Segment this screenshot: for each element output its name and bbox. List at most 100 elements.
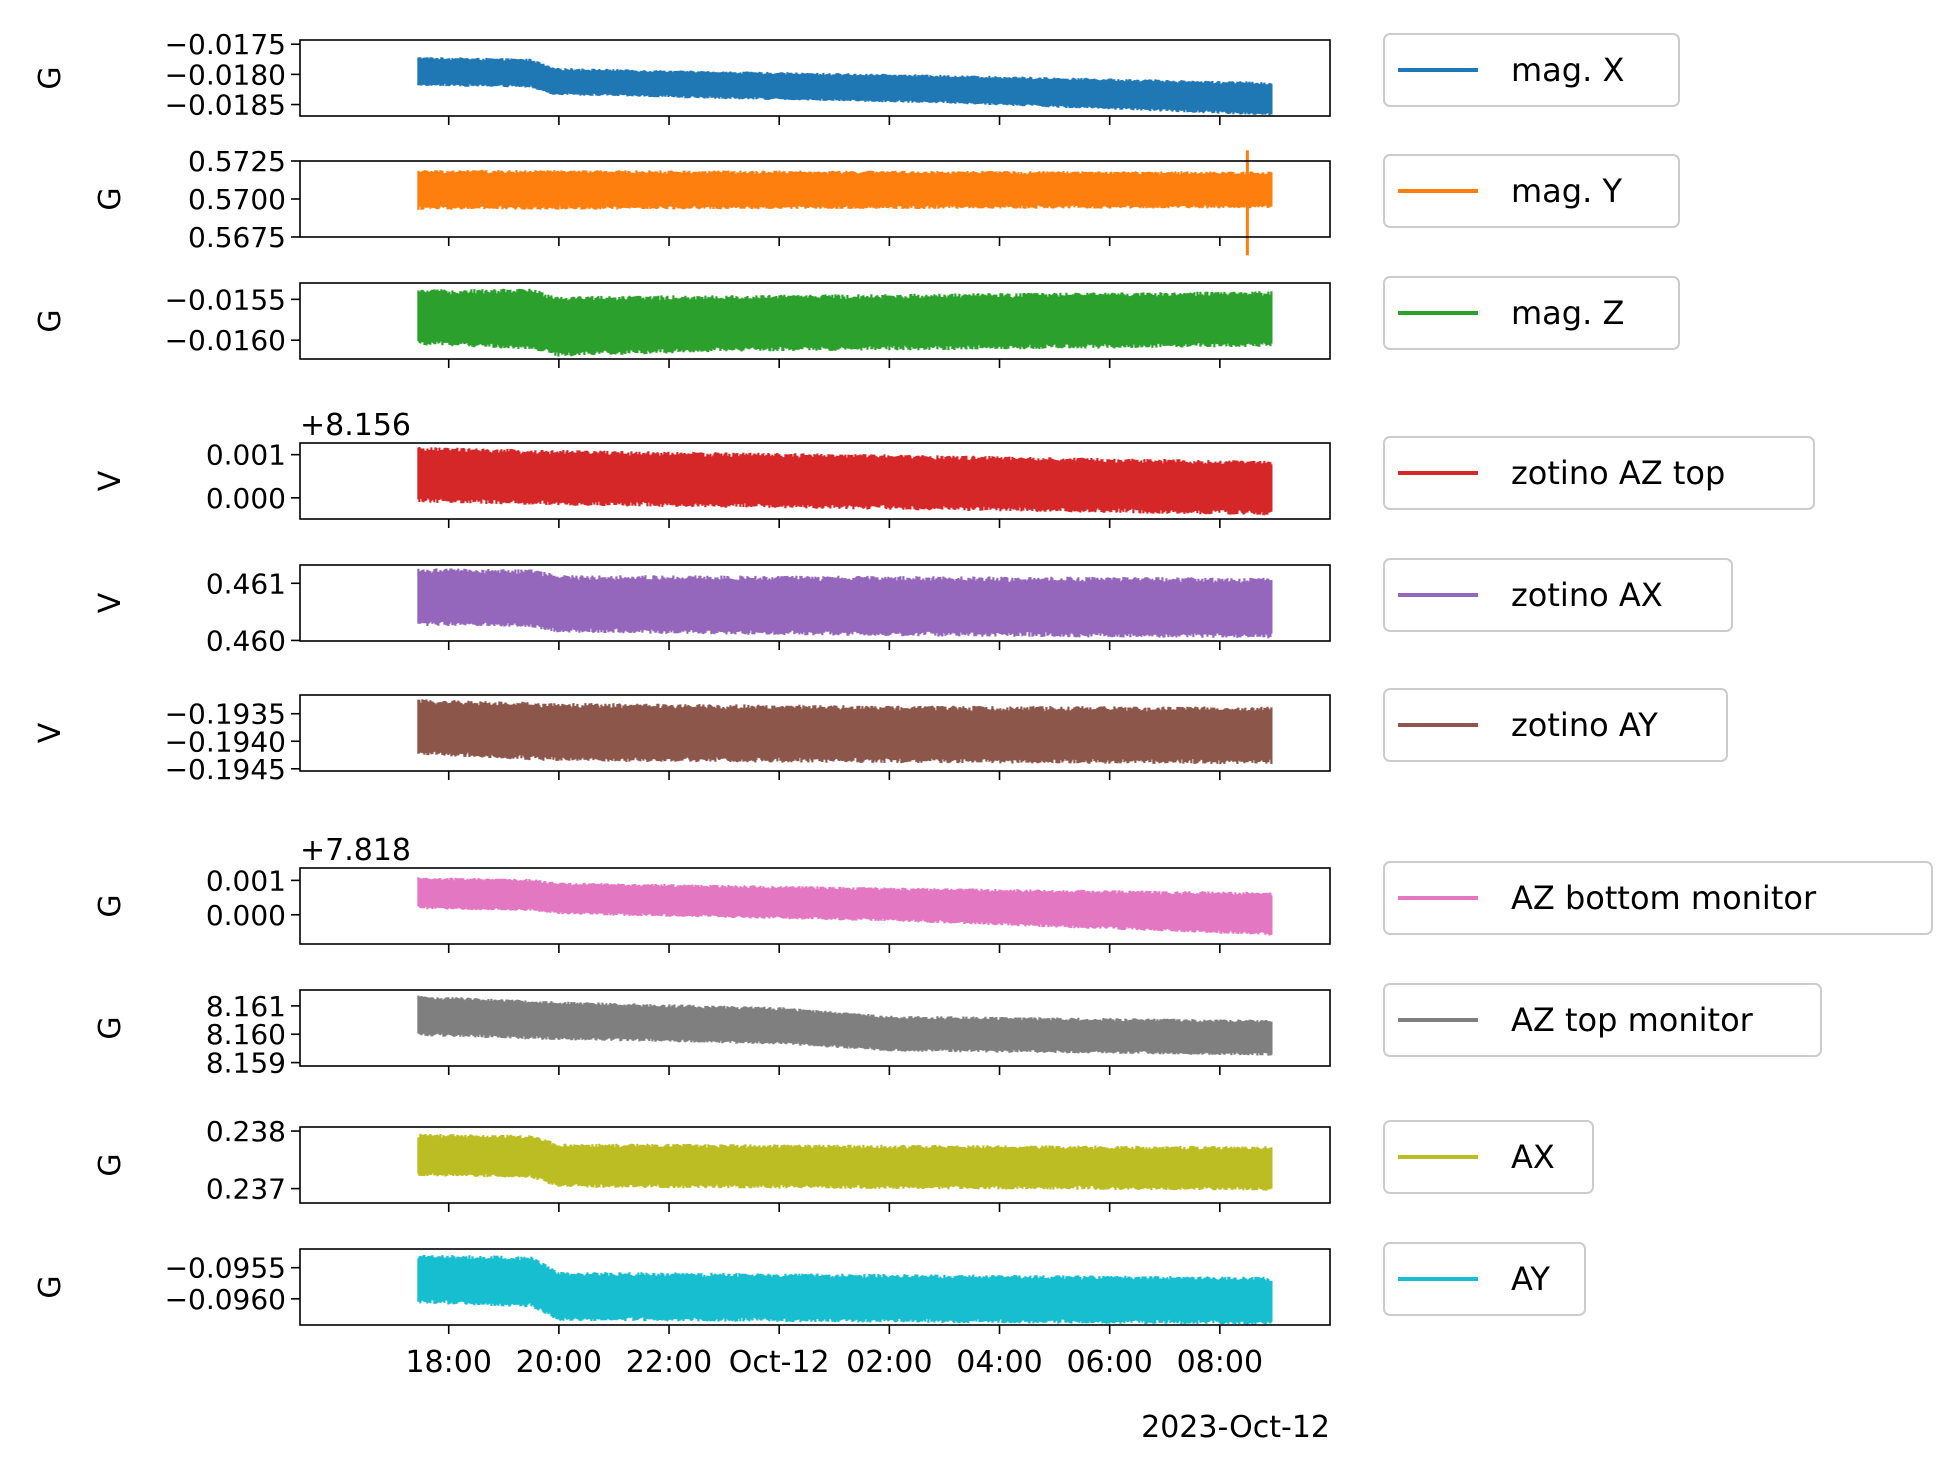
legend-9: AY: [1383, 1242, 1586, 1316]
y-tick-label: −0.0955: [165, 1252, 286, 1285]
y-tick-label: −0.1940: [165, 725, 286, 758]
y-axis-label: G: [33, 1275, 68, 1298]
panel-3: 0.001 0.000 V +8.156: [93, 408, 1331, 528]
legend-box: [1383, 1242, 1586, 1316]
series-line-3: [417, 447, 1273, 516]
series-line-4: [417, 568, 1273, 639]
y-offset-label: +7.818: [300, 833, 411, 868]
x-tick-label: Oct-12: [729, 1345, 830, 1380]
y-tick-label: −0.0960: [165, 1283, 286, 1316]
y-tick-label: −0.0185: [165, 89, 286, 122]
x-axis-date-offset: 2023-Oct-12: [1141, 1410, 1330, 1445]
legend-label: AZ top monitor: [1511, 1001, 1754, 1039]
y-tick-label: 0.5700: [188, 183, 286, 216]
y-axis-label: G: [93, 1016, 128, 1039]
panel-9: −0.0955−0.0960 G 18:00 20:00 22:00 Oct-12 02:0…: [33, 1248, 1331, 1380]
legend-box: [1383, 33, 1680, 107]
y-tick-label: 0.5675: [188, 221, 286, 254]
y-tick-label: 8.161: [206, 990, 286, 1023]
legend-label: zotino AZ top: [1511, 454, 1725, 492]
y-axis-label: V: [93, 470, 128, 491]
legend-label: mag. Y: [1511, 172, 1622, 210]
series-line-6: [417, 877, 1273, 936]
panel-1: 0.5725 0.5700 0.5675 G: [93, 145, 1331, 256]
y-tick-label: 0.237: [206, 1173, 286, 1206]
y-tick-label: 0.000: [206, 899, 286, 932]
axes-frame-4: [299, 564, 1331, 642]
y-tick-label: 0.001: [206, 439, 286, 472]
y-tick-label: −0.0175: [165, 28, 286, 61]
legend-1: mag. Y: [1383, 154, 1680, 228]
legend-0: mag. X: [1383, 33, 1680, 107]
series-line-9: [417, 1255, 1273, 1325]
y-offset-label: +8.156: [300, 408, 411, 443]
legend-4: zotino AX: [1383, 558, 1733, 632]
legend-label: zotino AX: [1511, 576, 1663, 614]
legend-box: [1383, 861, 1933, 935]
x-tick-label: 20:00: [516, 1345, 602, 1380]
y-tick-label: 0.238: [206, 1115, 286, 1148]
x-tick-label: 02:00: [846, 1345, 932, 1380]
legend-8: AX: [1383, 1120, 1594, 1194]
axes-frame-3: [299, 442, 1331, 520]
legend-box: [1383, 1120, 1594, 1194]
y-axis-label: G: [33, 309, 68, 332]
series-line-1: [417, 169, 1273, 210]
legend-label: zotino AY: [1511, 706, 1658, 744]
legend-box: [1383, 154, 1680, 228]
y-tick-label: −0.0155: [165, 283, 286, 316]
series-line-0: [417, 57, 1273, 116]
panel-2: −0.0155 −0.0160 G: [33, 282, 1331, 368]
series-line-2: [417, 288, 1273, 357]
legend-box: [1383, 983, 1822, 1057]
legend-6: AZ bottom monitor: [1383, 861, 1933, 935]
legend-box: [1383, 558, 1733, 632]
legend-2: mag. Z: [1383, 276, 1680, 350]
y-tick-label: −0.0160: [165, 324, 286, 357]
y-tick-label: 0.461: [206, 567, 286, 600]
axes-frame-6: [299, 867, 1331, 945]
y-tick-label: 0.000: [206, 482, 286, 515]
y-axis-label: V: [33, 722, 68, 743]
y-tick-label: −0.0180: [165, 58, 286, 91]
panel-8: 0.238 0.237 G: [93, 1115, 1331, 1212]
legend-label: AX: [1511, 1138, 1555, 1176]
legend-5: zotino AY: [1383, 688, 1728, 762]
legend-label: AZ bottom monitor: [1511, 879, 1817, 917]
axes-frame-0: [299, 39, 1331, 117]
y-tick-label: −0.1945: [165, 753, 286, 786]
y-tick-label: 0.5725: [188, 145, 286, 178]
axes-frame-5: [299, 694, 1331, 772]
y-tick-label: −0.1935: [165, 698, 286, 731]
legend-box: [1383, 436, 1815, 510]
y-tick-label: 0.001: [206, 864, 286, 897]
y-tick-label: 8.160: [206, 1018, 286, 1051]
x-tick-label: 22:00: [626, 1345, 712, 1380]
y-tick-label: 8.159: [206, 1047, 286, 1080]
legend-label: mag. Z: [1511, 294, 1624, 332]
legend-3: zotino AZ top: [1383, 436, 1815, 510]
series-line-8: [417, 1133, 1273, 1191]
x-tick-label: 04:00: [956, 1345, 1042, 1380]
panels-layer: −0.0175−0.0180−0.0185 G mag. X 0.5725 0.5700…: [33, 28, 1933, 1380]
legend-box: [1383, 688, 1728, 762]
y-axis-label: G: [33, 66, 68, 89]
y-axis-label: G: [93, 1153, 128, 1176]
legend-label: AY: [1511, 1260, 1550, 1298]
axes-frame-8: [299, 1126, 1331, 1204]
y-axis-label: G: [93, 187, 128, 210]
axes-frame-7: [299, 989, 1331, 1067]
legend-label: mag. X: [1511, 51, 1624, 89]
x-tick-label: 06:00: [1066, 1345, 1152, 1380]
axes-frame-2: [299, 282, 1331, 360]
y-tick-label: 0.460: [206, 624, 286, 657]
y-axis-label: V: [93, 592, 128, 613]
legend-box: [1383, 276, 1680, 350]
axes-frame-9: [299, 1248, 1331, 1326]
panel-4: 0.461 0.460 V: [93, 564, 1331, 657]
x-tick-label: 08:00: [1177, 1345, 1263, 1380]
x-tick-label: 18:00: [405, 1345, 491, 1380]
